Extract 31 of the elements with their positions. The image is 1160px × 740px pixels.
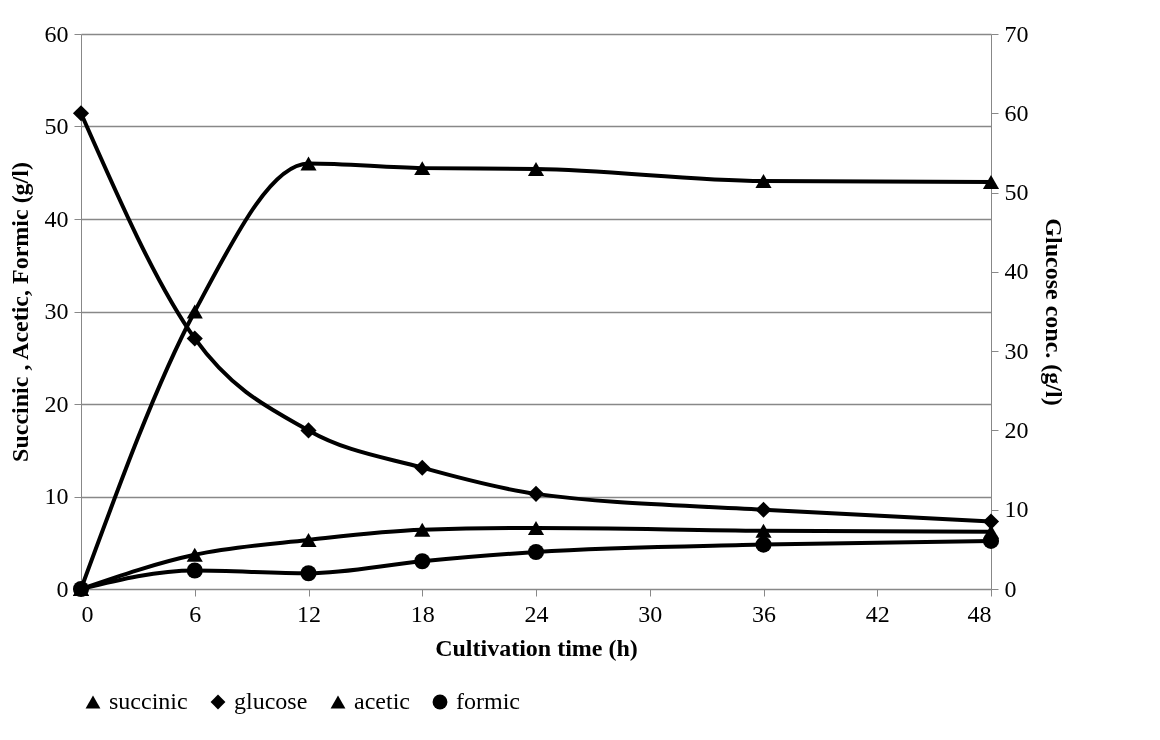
x-axis-title: Cultivation time (h)	[435, 634, 638, 661]
y-tick-label: 10	[44, 483, 69, 509]
legend-label: glucose	[234, 688, 308, 714]
x-tick-label: 0	[81, 600, 94, 627]
x-tick-label: 18	[410, 600, 435, 627]
y2-tick-label: 70	[1004, 20, 1029, 47]
y-tick-label: 40	[44, 205, 69, 232]
legend-label: acetic	[354, 688, 410, 714]
x-tick-label: 42	[865, 600, 890, 627]
x-tick-label: 30	[638, 600, 663, 627]
y2-tick-label: 40	[1004, 258, 1029, 285]
x-tick-label: 24	[524, 600, 549, 627]
x-tick-label: 48	[967, 600, 992, 627]
y2-tick-label: 20	[1004, 416, 1029, 443]
legend-label: succinic	[109, 688, 188, 714]
y2-tick-label: 10	[1004, 496, 1029, 523]
y2-tick-label: 60	[1004, 99, 1029, 126]
legend-label: formic	[456, 688, 520, 714]
y2-tick-label: 30	[1004, 337, 1029, 364]
x-tick-label: 36	[752, 600, 776, 627]
y-tick-label: 50	[44, 113, 69, 139]
x-tick-label: 6	[189, 600, 202, 627]
y2-tick-label: 0	[1004, 575, 1017, 602]
y-tick-label: 60	[44, 20, 69, 47]
y-tick-label: 20	[44, 390, 69, 417]
y-tick-label: 0	[56, 575, 69, 602]
y2-axis-title: Glucose conc. (g/l)	[1040, 218, 1067, 406]
x-tick-label: 12	[297, 600, 321, 627]
y-axis-title: Succinic , Acetic, Formic (g/l)	[6, 162, 33, 462]
y2-tick-label: 50	[1004, 179, 1029, 206]
y-tick-label: 30	[44, 298, 69, 324]
